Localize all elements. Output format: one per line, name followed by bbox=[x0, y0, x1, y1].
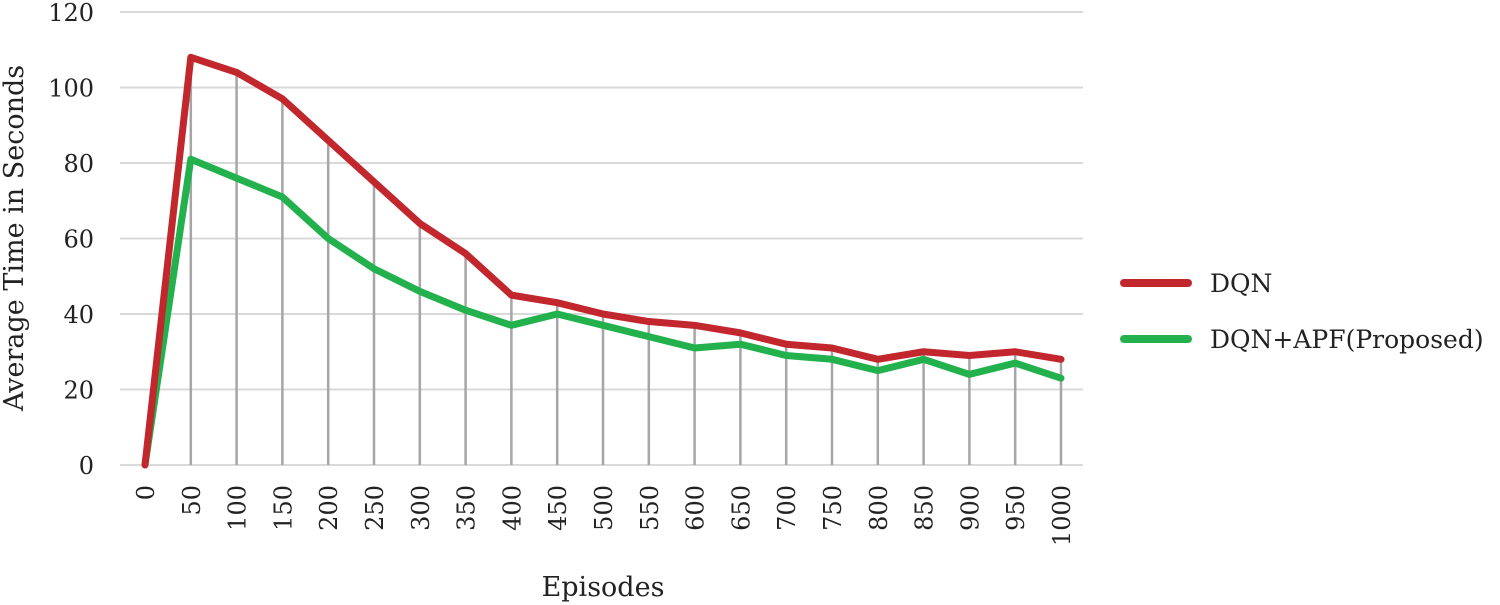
x-tick-label: 850 bbox=[911, 485, 939, 531]
data-point-s0-300 bbox=[417, 220, 423, 226]
data-point-s1-450 bbox=[554, 311, 560, 317]
x-tick-label: 500 bbox=[590, 485, 618, 531]
data-point-s0-550 bbox=[646, 319, 652, 325]
data-point-s1-100 bbox=[234, 175, 240, 181]
x-axis-ticks: 0 50 100 150 200 250 300 350 400 450 500 550 600 650 7… bbox=[132, 485, 1076, 546]
x-axis-title: Episodes bbox=[542, 572, 665, 603]
data-point-s1-1000 bbox=[1058, 375, 1064, 381]
data-point-s0-250 bbox=[371, 179, 377, 185]
x-tick-label: 100 bbox=[224, 485, 252, 531]
data-point-s1-250 bbox=[371, 266, 377, 272]
data-point-s0-500 bbox=[600, 311, 606, 317]
series-lines bbox=[141, 53, 1065, 469]
data-point-s1-750 bbox=[829, 356, 835, 362]
data-point-s0-950 bbox=[1012, 349, 1018, 355]
x-tick-label: 350 bbox=[453, 485, 481, 531]
data-point-s0-150 bbox=[279, 96, 285, 102]
y-tick-label: 120 bbox=[48, 0, 94, 27]
y-tick-label: 0 bbox=[79, 452, 94, 480]
x-tick-label: 800 bbox=[865, 485, 893, 531]
x-tick-label: 50 bbox=[178, 485, 206, 516]
data-point-s1-550 bbox=[646, 334, 652, 340]
data-point-s0-200 bbox=[325, 137, 331, 143]
data-point-s1-600 bbox=[692, 345, 698, 351]
legend: DQN DQN+APF(Proposed) bbox=[1120, 269, 1484, 354]
x-tick-label: 600 bbox=[682, 485, 710, 531]
data-point-s1-950 bbox=[1012, 360, 1018, 366]
data-point-s0-450 bbox=[554, 300, 560, 306]
data-point-s0-400 bbox=[508, 292, 514, 298]
data-point-s1-500 bbox=[600, 322, 606, 328]
x-tick-label: 550 bbox=[636, 485, 664, 531]
x-tick-label: 700 bbox=[773, 485, 801, 531]
data-point-s1-200 bbox=[325, 236, 331, 241]
data-point-s1-650 bbox=[737, 341, 743, 347]
data-point-s1-150 bbox=[279, 194, 285, 200]
x-tick-label: 150 bbox=[269, 485, 297, 531]
x-tick-label: 200 bbox=[315, 485, 343, 531]
y-axis-ticks: 0 20 40 60 80 100 120 bbox=[48, 0, 94, 480]
x-tick-label: 650 bbox=[727, 485, 755, 531]
x-tick-label: 300 bbox=[407, 485, 435, 531]
y-tick-label: 20 bbox=[63, 377, 94, 405]
data-point-s1-350 bbox=[463, 307, 469, 313]
y-tick-label: 80 bbox=[63, 150, 94, 178]
data-point-s1-800 bbox=[875, 368, 881, 374]
data-point-s0-900 bbox=[966, 353, 972, 359]
data-point-s0-650 bbox=[737, 330, 743, 336]
x-tick-label: 750 bbox=[819, 485, 847, 531]
data-point-s1-50 bbox=[188, 156, 194, 162]
legend-label-0: DQN bbox=[1210, 269, 1272, 298]
data-point-s0-0 bbox=[142, 462, 148, 468]
x-tick-label: 400 bbox=[498, 485, 526, 531]
data-point-s0-350 bbox=[463, 251, 469, 257]
x-tick-label: 0 bbox=[132, 485, 160, 500]
data-point-s0-750 bbox=[829, 345, 835, 351]
gridlines bbox=[120, 11, 1083, 466]
x-tick-label: 950 bbox=[1002, 485, 1030, 531]
data-point-s0-1000 bbox=[1058, 356, 1064, 362]
data-point-s0-50 bbox=[188, 54, 194, 60]
legend-label-1: DQN+APF(Proposed) bbox=[1210, 325, 1484, 354]
data-point-s1-900 bbox=[966, 371, 972, 377]
data-point-s0-600 bbox=[692, 322, 698, 328]
data-point-s1-850 bbox=[921, 356, 927, 362]
data-point-s0-800 bbox=[875, 356, 881, 362]
y-axis-title: Average Time in Seconds bbox=[0, 65, 30, 412]
x-tick-label: 450 bbox=[544, 485, 572, 531]
data-point-s0-850 bbox=[921, 349, 927, 355]
drop-lines bbox=[189, 57, 1063, 465]
data-point-s0-100 bbox=[234, 69, 240, 75]
x-tick-label: 250 bbox=[361, 485, 389, 531]
data-point-s1-700 bbox=[783, 353, 789, 359]
x-tick-label: 1000 bbox=[1048, 485, 1076, 546]
data-point-s1-400 bbox=[508, 322, 514, 328]
y-tick-label: 100 bbox=[48, 75, 94, 103]
y-tick-label: 60 bbox=[63, 226, 94, 254]
data-point-s0-700 bbox=[783, 341, 789, 347]
data-point-s1-300 bbox=[417, 288, 423, 294]
y-tick-label: 40 bbox=[63, 301, 94, 329]
x-tick-label: 900 bbox=[956, 485, 984, 531]
